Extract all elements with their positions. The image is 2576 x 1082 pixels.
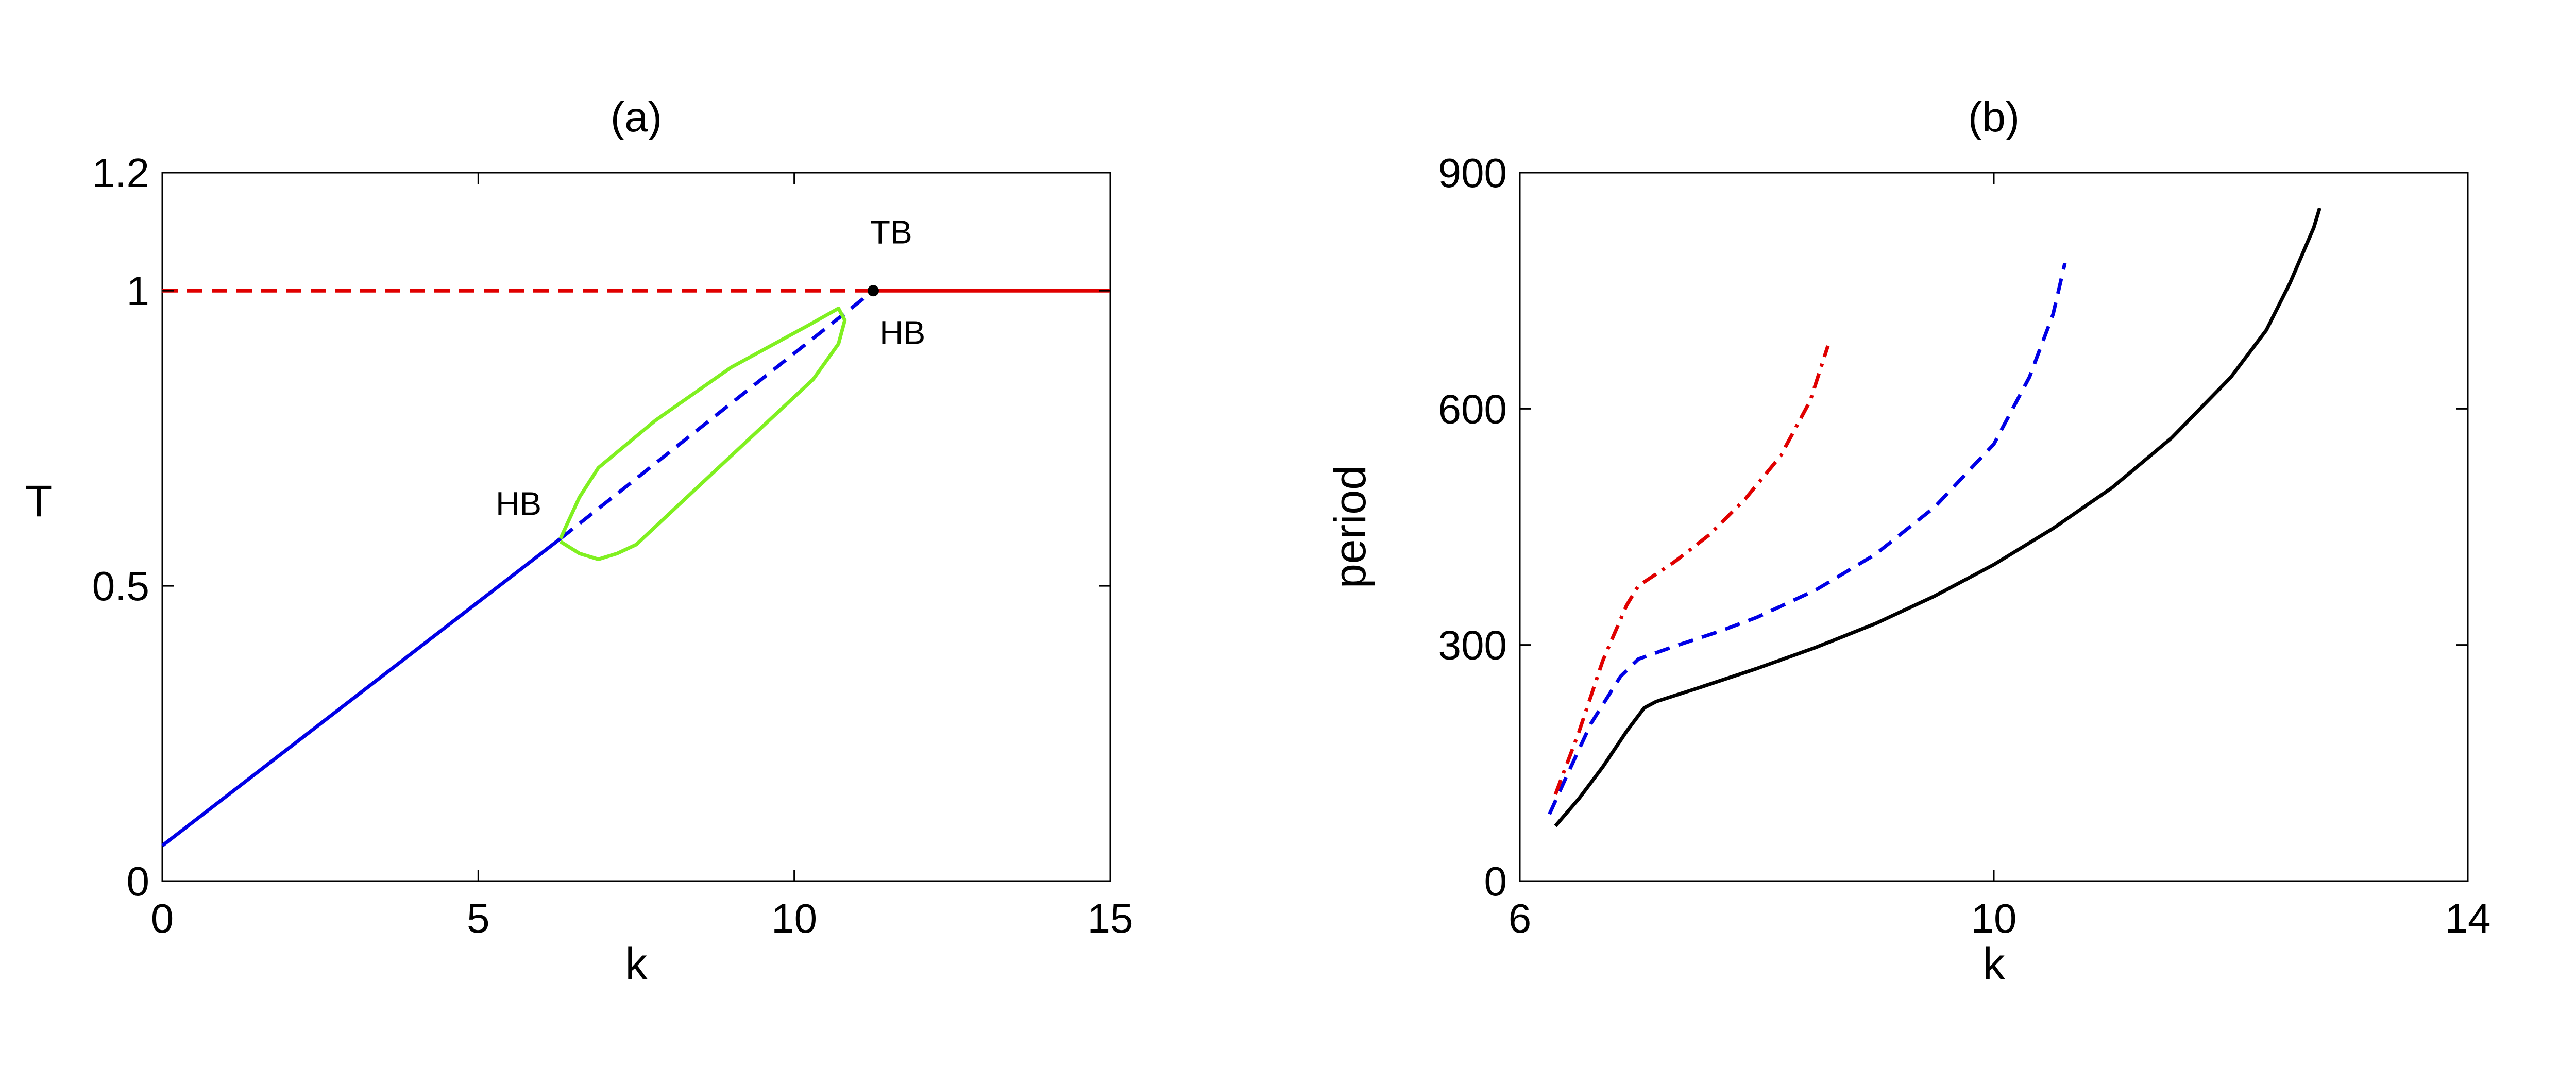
y-tick-label: 300 [1438, 622, 1507, 668]
axes-b-frame [1519, 172, 2469, 882]
y-tick-label: 0 [127, 858, 150, 904]
axes-a-frame [161, 172, 1111, 882]
series-solid-black [1554, 207, 2321, 827]
y-tick-label: 0.5 [92, 563, 149, 609]
panel-b: 6 10 14 0 300 600 900 (b) k period [1326, 94, 2490, 989]
y-tick-label: 900 [1438, 150, 1507, 196]
x-tick-label: 10 [1971, 895, 2017, 941]
series-b-group [1548, 207, 2321, 827]
annotation-hb: HB [879, 314, 925, 351]
y-tick-label: 1.2 [92, 150, 149, 196]
x-tick-label: 15 [1088, 895, 1133, 941]
chart-a-xlabel: k [625, 939, 648, 989]
x-tick-label: 10 [771, 895, 817, 941]
ticks-a-group: 0 5 10 15 0 0.5 1 1.2 [92, 150, 1133, 941]
chart-a-title: (a) [611, 94, 662, 141]
chart-b-title: (b) [1968, 94, 2020, 141]
chart-b-ylabel: period [1326, 465, 1375, 588]
series-equilibrium-stable [161, 537, 562, 848]
annotation-tb: TB [870, 214, 912, 251]
x-tick-label: 14 [2445, 895, 2491, 941]
x-tick-label: 0 [151, 895, 174, 941]
chart-b-xlabel: k [1983, 939, 2006, 989]
x-tick-label: 6 [1509, 895, 1532, 941]
annotations-a-group: TB HB HB [496, 214, 925, 522]
series-a-group [161, 285, 1110, 848]
series-equilibrium-unstable [559, 289, 875, 540]
series-dash-dot-red [1553, 345, 1830, 796]
marker-tb-point [868, 285, 879, 297]
chart-a-ylabel: T [25, 477, 53, 527]
panel-a: 0 5 10 15 0 0.5 1 1.2 (a) k T TB HB HB [25, 94, 1133, 989]
y-tick-label: 0 [1484, 858, 1507, 904]
ticks-b-group: 6 10 14 0 300 600 900 [1438, 150, 2491, 941]
series-dashed-blue [1548, 262, 2067, 815]
series-limit-cycle-max-min [558, 307, 847, 561]
y-tick-label: 600 [1438, 386, 1507, 432]
y-tick-label: 1 [127, 268, 150, 314]
annotation-hb: HB [496, 485, 541, 522]
x-tick-label: 5 [467, 895, 490, 941]
